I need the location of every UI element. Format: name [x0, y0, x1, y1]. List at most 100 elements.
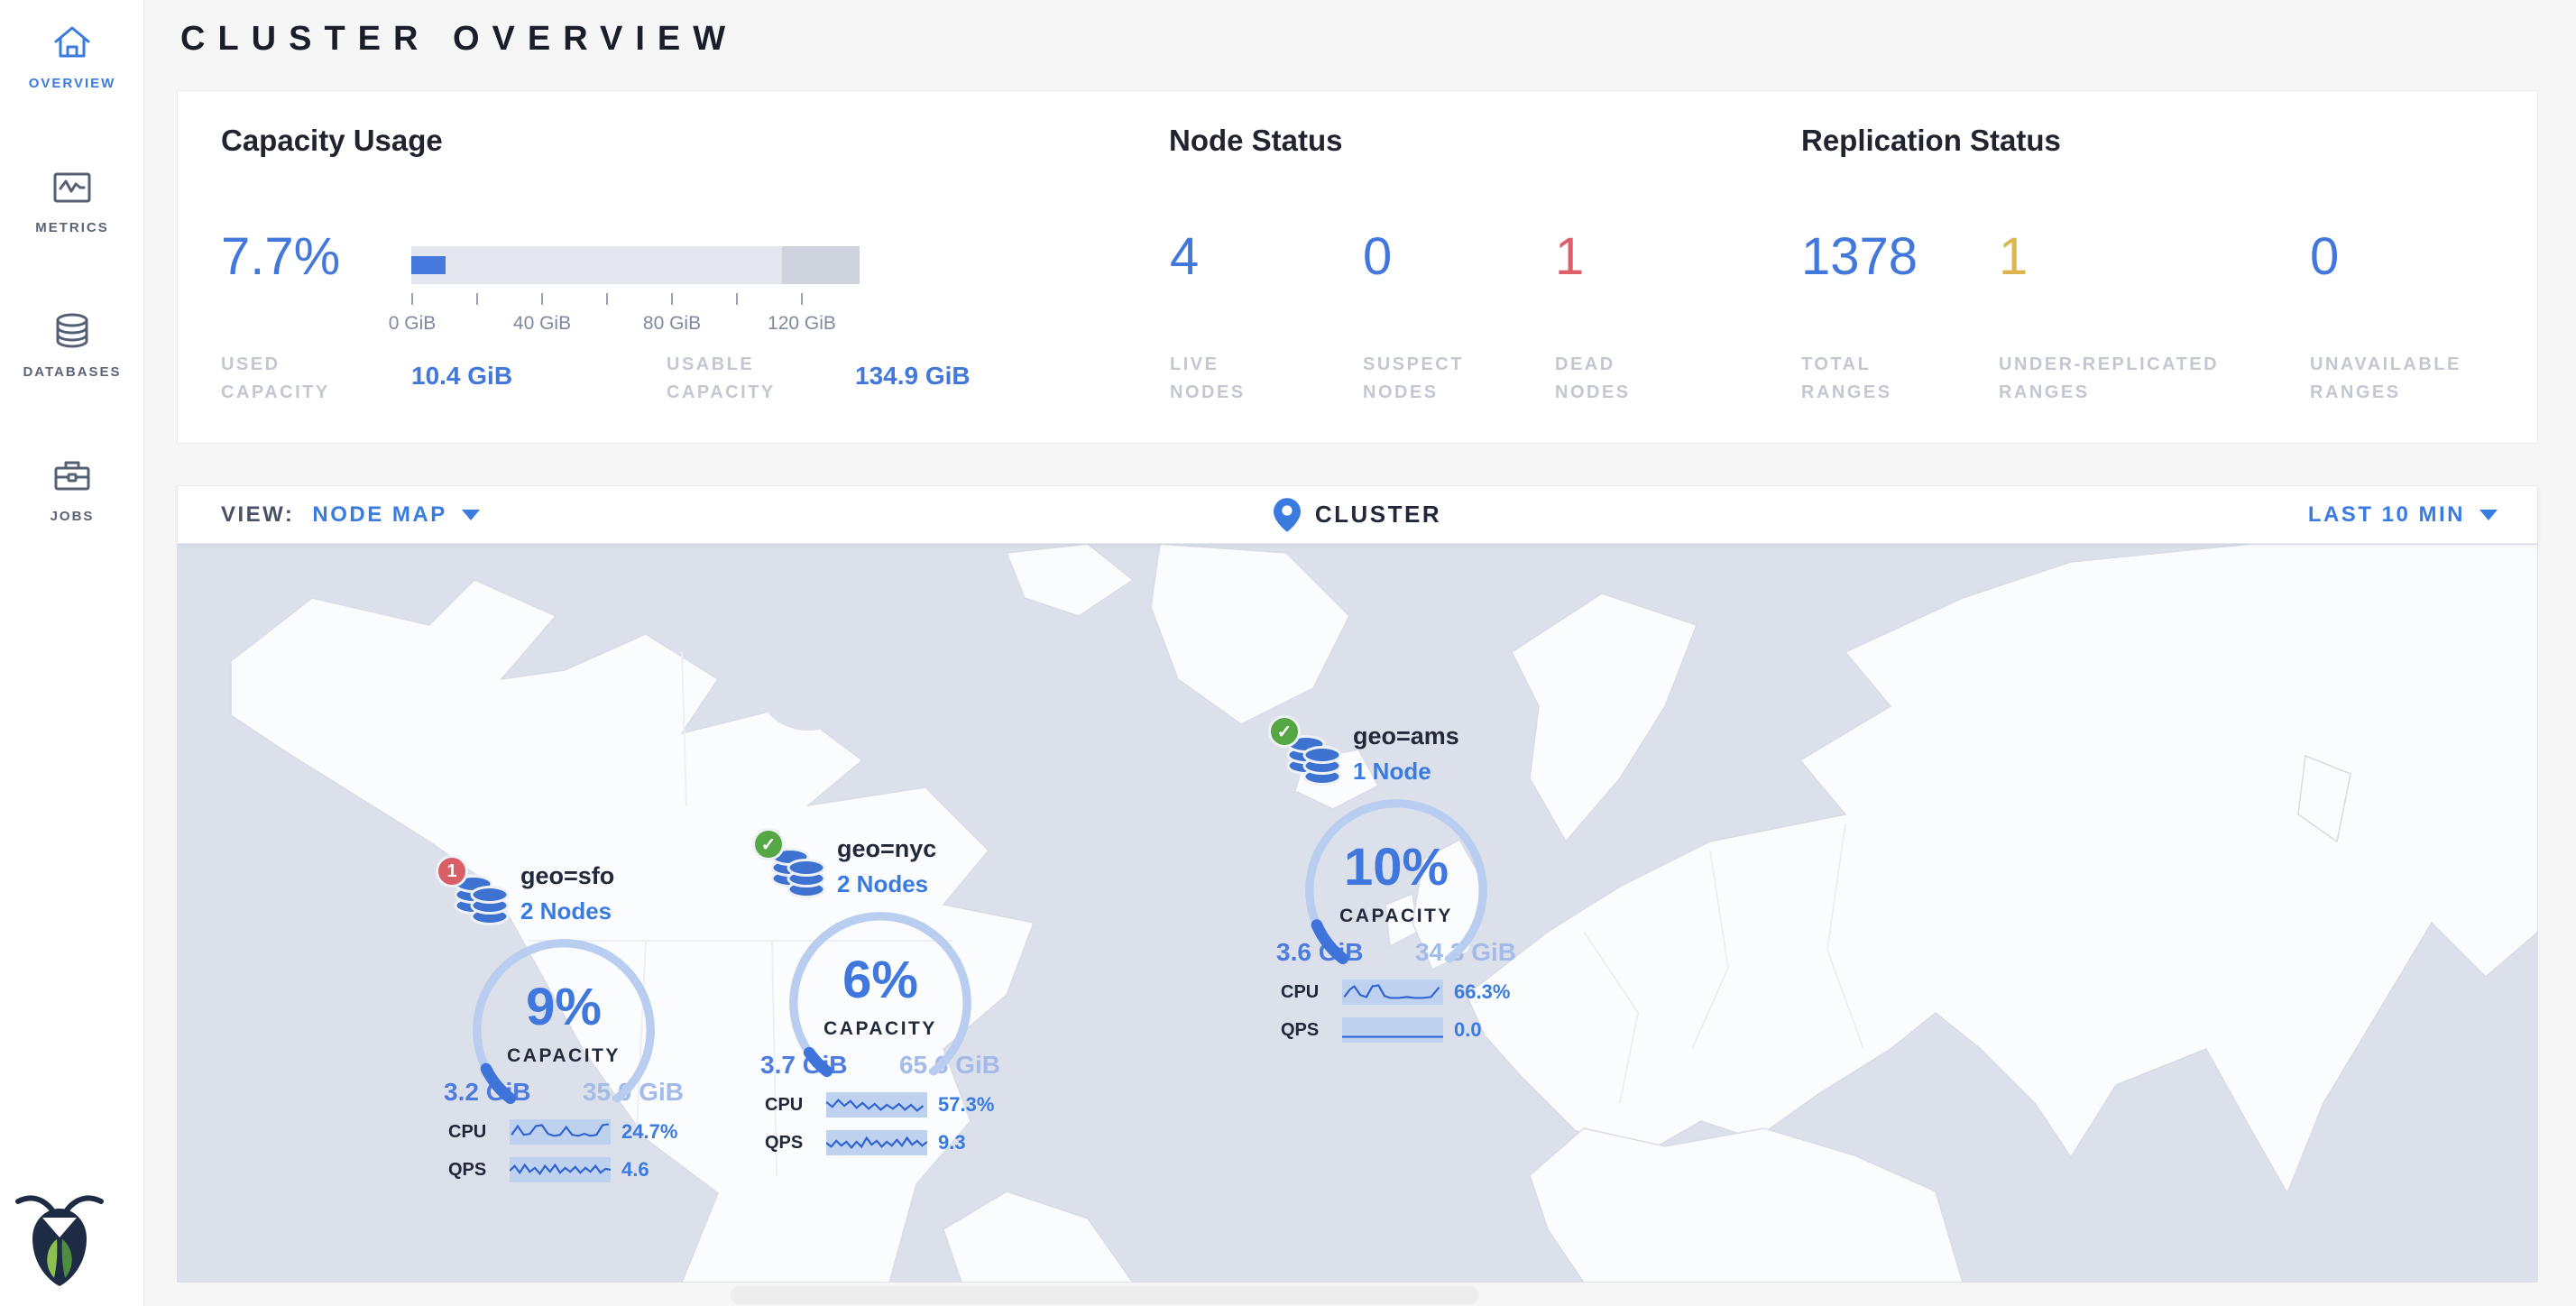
databases-icon [0, 310, 144, 354]
sidebar-item-overview[interactable]: OVERVIEW [0, 22, 144, 91]
capacity-gauge: 9% CAPACITY [460, 926, 667, 1134]
used-capacity-label: USED CAPACITY [221, 354, 330, 402]
locality-sfo[interactable]: 1 geo=sfo 2 Nodes 9% CAPAC [428, 855, 699, 1182]
node-stack-icon [770, 848, 826, 898]
home-icon [0, 22, 144, 65]
capacity-axis-tick: 120 GiB [768, 313, 836, 334]
capacity-axis-tick: 40 GiB [512, 313, 572, 334]
qps-label: QPS [1281, 1019, 1320, 1040]
view-selector-dropdown[interactable]: NODE MAP [312, 501, 480, 528]
qps-sparkline [826, 1130, 927, 1155]
sidebar: OVERVIEW METRICS DATABASES JOBS [0, 0, 144, 1306]
qps-label: QPS [765, 1132, 804, 1153]
under-replicated-ranges-label: UNDER-REPLICATED RANGES [1999, 354, 2220, 402]
suspect-nodes-label: SUSPECT NODES [1363, 354, 1464, 402]
cpu-sparkline [510, 1119, 611, 1145]
dead-nodes-label: DEAD NODES [1555, 354, 1631, 402]
sidebar-item-label: DATABASES [23, 364, 122, 380]
total-ranges-value: 1378 [1801, 227, 1918, 286]
live-nodes-label: LIVE NODES [1170, 354, 1246, 402]
sidebar-item-label: METRICS [35, 220, 109, 235]
cpu-label: CPU [448, 1121, 487, 1142]
capacity-percent: 6% [842, 951, 918, 1009]
sidebar-item-databases[interactable]: DATABASES [0, 310, 144, 380]
sidebar-item-label: JOBS [50, 509, 95, 524]
capacity-caption: CAPACITY [823, 1018, 937, 1039]
breadcrumb[interactable]: CLUSTER [1273, 497, 1442, 532]
cockroachdb-logo[interactable] [13, 1182, 106, 1290]
locality-node-count[interactable]: 2 Nodes [837, 870, 929, 897]
cpu-value: 24.7% [621, 1120, 678, 1143]
node-status-title: Node Status [1169, 124, 1343, 157]
unavailable-ranges-value: 0 [2310, 227, 2340, 286]
qps-sparkline [1342, 1017, 1443, 1043]
qps-value: 0.0 [1454, 1018, 1482, 1041]
node-map: 1 geo=sfo 2 Nodes 9% CAPAC [177, 544, 2538, 1283]
suspect-nodes-value: 0 [1363, 227, 1393, 286]
capacity-percent: 9% [526, 978, 602, 1036]
healthy-badge: ✓ [752, 828, 785, 860]
capacity-percent: 7.7% [221, 227, 341, 286]
cpu-value: 66.3% [1454, 980, 1511, 1003]
briefcase-icon [0, 455, 144, 498]
replication-status-title: Replication Status [1801, 124, 2061, 157]
locality-name: geo=ams [1353, 722, 1459, 750]
healthy-badge: ✓ [1268, 715, 1301, 748]
usable-capacity-label: USABLE CAPACITY [667, 354, 776, 402]
capacity-gauge: 10% CAPACITY [1293, 786, 1500, 994]
locality-node-count[interactable]: 1 Node [1353, 758, 1431, 785]
page-title: CLUSTER OVERVIEW [180, 20, 739, 58]
dead-node-badge: 1 [436, 855, 468, 888]
sidebar-item-label: OVERVIEW [28, 76, 116, 91]
used-capacity: 3.7 GiB [760, 1051, 848, 1079]
capacity-caption: CAPACITY [1339, 906, 1453, 926]
map-pin-icon [1273, 497, 1301, 532]
live-nodes-value: 4 [1170, 227, 1200, 286]
capacity-axis-tick: 80 GiB [642, 313, 702, 334]
capacity-gauge: 6% CAPACITY [777, 899, 984, 1107]
qps-value: 4.6 [621, 1158, 649, 1181]
breadcrumb-label: CLUSTER [1314, 501, 1442, 528]
used-capacity-value: 10.4 GiB [411, 362, 513, 390]
used-capacity: 3.6 GiB [1276, 938, 1364, 966]
capacity-axis-tick: 0 GiB [388, 313, 437, 334]
capacity-bar-used-fill [411, 256, 446, 274]
dead-nodes-value: 1 [1555, 227, 1585, 286]
capacity-bar-nonusable-fill [782, 246, 860, 284]
locality-ams[interactable]: ✓ geo=ams 1 Node 10% CAPAC [1261, 715, 1532, 1043]
used-capacity: 3.2 GiB [444, 1078, 531, 1106]
metrics-icon [0, 166, 144, 209]
usable-capacity-value: 134.9 GiB [855, 362, 971, 390]
total-ranges-label: TOTAL RANGES [1801, 354, 1892, 402]
locality-nyc[interactable]: ✓ geo=nyc 2 Nodes 6% CAPAC [745, 828, 1016, 1155]
view-bar: VIEW: NODE MAP CLUSTER LAST 10 MIN [177, 485, 2538, 544]
locality-name: geo=nyc [837, 835, 937, 862]
sidebar-item-jobs[interactable]: JOBS [0, 455, 144, 524]
cpu-sparkline [1342, 980, 1443, 1005]
sidebar-item-metrics[interactable]: METRICS [0, 166, 144, 235]
chevron-down-icon [461, 509, 480, 520]
qps-sparkline [510, 1157, 611, 1182]
cpu-value: 57.3% [938, 1093, 995, 1116]
cluster-summary-card: Capacity Usage 7.7% 0 GiB 40 GiB 80 GiB … [177, 90, 2538, 444]
qps-value: 9.3 [938, 1131, 966, 1154]
unavailable-ranges-label: UNAVAILABLE RANGES [2310, 354, 2461, 402]
cpu-label: CPU [765, 1094, 804, 1115]
time-range-value: LAST 10 MIN [2307, 501, 2465, 527]
under-replicated-ranges-value: 1 [1999, 227, 2029, 286]
locality-name: geo=sfo [520, 862, 615, 889]
cpu-sparkline [826, 1092, 927, 1117]
capacity-caption: CAPACITY [507, 1045, 621, 1066]
view-label: VIEW: [221, 501, 295, 527]
horizontal-scrollbar[interactable] [731, 1286, 1479, 1304]
node-stack-icon [1286, 735, 1342, 786]
capacity-usage-title: Capacity Usage [221, 124, 443, 157]
time-range-dropdown[interactable]: LAST 10 MIN [2308, 502, 2537, 528]
qps-label: QPS [448, 1159, 487, 1180]
capacity-percent: 10% [1343, 838, 1449, 897]
cpu-label: CPU [1281, 981, 1320, 1002]
chevron-down-icon [2479, 509, 2498, 520]
locality-node-count[interactable]: 2 Nodes [520, 897, 612, 924]
main-content: CLUSTER OVERVIEW Capacity Usage 7.7% 0 G… [145, 0, 2576, 1306]
view-selector-value: NODE MAP [312, 501, 447, 527]
